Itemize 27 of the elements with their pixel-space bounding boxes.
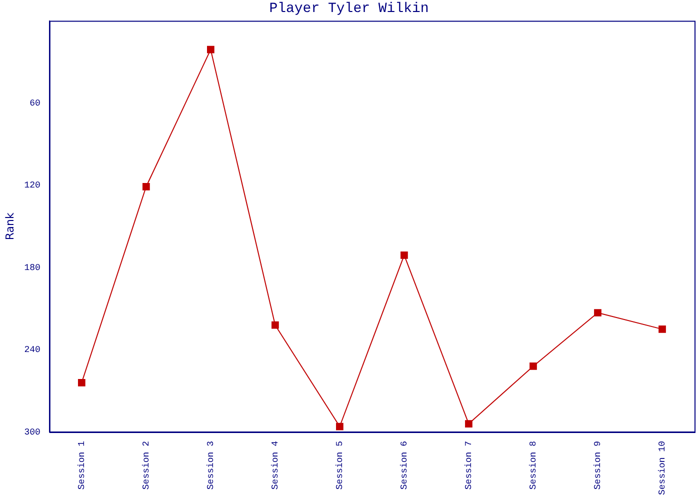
- y-tick-label: 300: [24, 427, 40, 438]
- point: [658, 326, 666, 333]
- point: [206, 46, 214, 54]
- y-tick-label: 240: [24, 345, 40, 356]
- point: [78, 378, 86, 386]
- y-axis-title: Rank: [3, 212, 16, 240]
- x-tick-label: Session 4: [270, 440, 281, 490]
- point: [336, 422, 344, 430]
- point: [465, 420, 472, 428]
- x-tick-label: Session 1: [77, 440, 88, 490]
- point: [272, 321, 279, 329]
- x-tick-label: Session 10: [658, 440, 668, 496]
- point: [530, 362, 537, 370]
- x-tick-label: Session 5: [335, 440, 346, 490]
- y-tick-label: 60: [30, 98, 40, 108]
- y-tick-label: 180: [24, 262, 40, 273]
- point: [594, 309, 602, 316]
- y-tick-label: 120: [24, 180, 40, 191]
- chart-title: Player Tyler Wilkin: [269, 1, 429, 18]
- x-tick-label: Session 7: [464, 440, 474, 490]
- x-tick-label: Session 8: [528, 440, 539, 490]
- point: [400, 251, 408, 259]
- x-tick-label: Session 3: [206, 440, 216, 490]
- x-tick-label: Session 9: [593, 440, 604, 490]
- x-tick-label: Session 2: [142, 440, 152, 490]
- x-tick-label: Session 6: [400, 440, 410, 490]
- point: [142, 182, 150, 190]
